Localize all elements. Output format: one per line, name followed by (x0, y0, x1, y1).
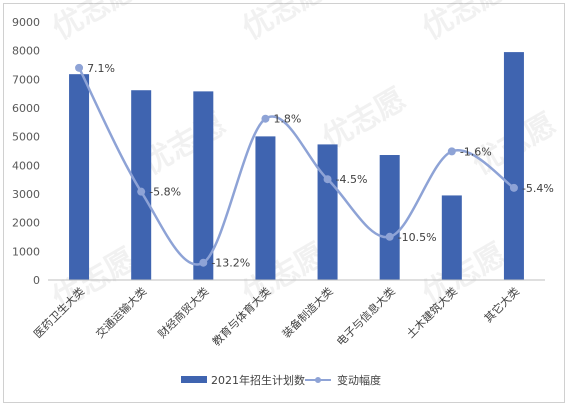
line-point (509, 183, 518, 192)
legend-bar-swatch (181, 376, 207, 383)
y-tick-label: 3000 (12, 188, 40, 201)
line-point (75, 63, 84, 72)
data-label: -5.4% (522, 182, 554, 195)
watermark-text: 优志愿 (417, 0, 512, 47)
chart-frame (3, 3, 565, 403)
bar (503, 52, 524, 280)
line-series: 7.1% -5.8% -13.2% 1.8% -4.5% -10.5% -1.6% -5.4% (75, 62, 554, 270)
data-label: -1.6% (460, 145, 492, 158)
y-tick-label: 1000 (12, 245, 40, 258)
bar (441, 195, 462, 280)
data-label: -10.5% (398, 231, 437, 244)
watermark-text: 优志愿 (237, 0, 332, 47)
legend-bar-label: 2021年招生计划数 (211, 373, 305, 387)
y-tick-label: 9000 (12, 16, 40, 29)
line-point (385, 232, 394, 241)
watermark-text: 优志愿 (47, 0, 142, 47)
x-tick-label: 财经商贸大类 (155, 284, 212, 341)
y-tick-label: 4000 (12, 159, 40, 172)
bar (69, 74, 90, 280)
data-label: 1.8% (273, 113, 301, 126)
y-tick-label: 7000 (12, 73, 40, 86)
bar (131, 90, 152, 280)
line-point (199, 258, 208, 267)
x-tick-label: 电子与信息大类 (333, 284, 397, 348)
y-tick-label: 8000 (12, 45, 40, 58)
legend: 2021年招生计划数 变动幅度 (181, 373, 381, 387)
legend-line-marker (315, 377, 321, 383)
data-label: 7.1% (87, 62, 115, 75)
bar (379, 155, 400, 280)
x-tick-label: 教育与体育大类 (209, 284, 273, 348)
x-tick-label: 装备制造大类 (279, 284, 336, 341)
y-axis: 0 1000 2000 3000 4000 5000 6000 7000 8000 9000 (12, 16, 40, 287)
bar (317, 144, 338, 280)
x-tick-label: 其它大类 (481, 284, 522, 325)
bar-series (69, 52, 524, 280)
bar (255, 136, 276, 280)
legend-line-label: 变动幅度 (337, 373, 381, 387)
data-label: -4.5% (336, 173, 368, 186)
bar (193, 91, 214, 280)
line-point (137, 187, 146, 196)
y-tick-label: 0 (33, 274, 40, 287)
data-label: -13.2% (211, 257, 250, 270)
line-point (447, 147, 456, 156)
y-tick-label: 6000 (12, 102, 40, 115)
data-label: -5.8% (149, 186, 181, 199)
line-point (323, 175, 332, 184)
line-point (261, 114, 270, 123)
y-tick-label: 2000 (12, 217, 40, 230)
y-tick-label: 5000 (12, 131, 40, 144)
